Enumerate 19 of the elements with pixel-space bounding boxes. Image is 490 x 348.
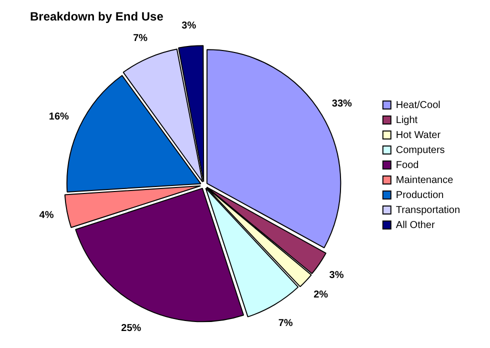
data-label: 25%	[121, 322, 142, 334]
data-label: 7%	[133, 32, 148, 44]
legend-label: Transportation	[396, 204, 460, 216]
legend-label: All Other	[396, 220, 436, 231]
legend-label: Food	[396, 160, 419, 171]
legend-label: Heat/Cool	[396, 100, 440, 111]
data-label: 3%	[329, 270, 344, 282]
data-label: 7%	[278, 318, 293, 329]
chart-title: Breakdown by End Use	[30, 10, 164, 24]
legend-label: Maintenance	[396, 174, 454, 186]
data-label: 16%	[48, 112, 70, 123]
legend-label: Light	[396, 114, 418, 126]
data-label: 3%	[182, 20, 196, 32]
legend-label: Computers	[396, 144, 445, 156]
data-label: 4%	[39, 210, 54, 221]
data-label: 2%	[314, 290, 328, 301]
legend-label: Production	[396, 190, 444, 201]
data-label: 33%	[332, 98, 352, 110]
legend-label: Hot Water	[396, 130, 442, 141]
